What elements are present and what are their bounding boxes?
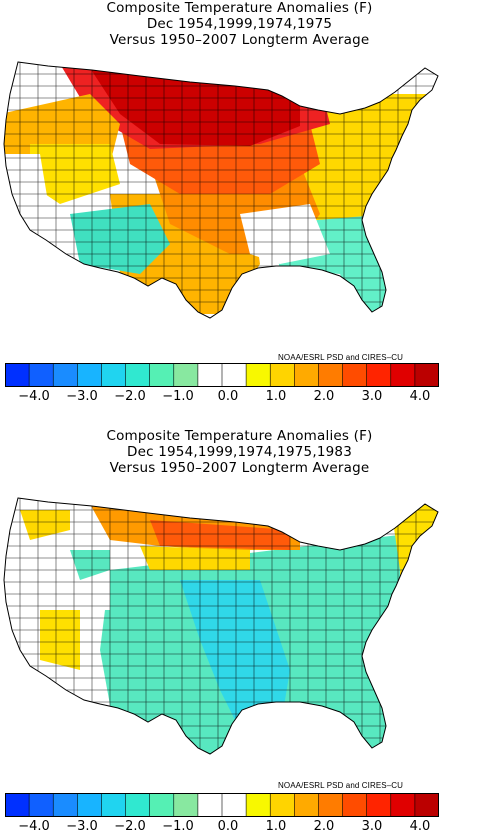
region-great-basin bbox=[40, 610, 80, 670]
colorbar-swatch bbox=[29, 363, 54, 387]
colorbar-swatch bbox=[101, 793, 126, 817]
tick-label: 0.0 bbox=[217, 819, 239, 834]
colorbar-swatch bbox=[390, 793, 416, 817]
region-northwest-yellow bbox=[30, 144, 120, 204]
colorbar-swatch bbox=[366, 363, 392, 387]
colorbar-swatch bbox=[414, 363, 439, 387]
title-line-3: Versus 1950–2007 Longterm Average bbox=[109, 32, 370, 48]
credit-text-1: NOAA/ESRL PSD and CIRES–CU bbox=[278, 353, 404, 362]
anomaly-map-1 bbox=[3, 61, 439, 319]
colorbar-swatch bbox=[342, 363, 367, 387]
tick-label: 4.0 bbox=[409, 389, 431, 404]
colorbar-swatch bbox=[77, 793, 102, 817]
title-line-2: Dec 1954,1999,1974,1975,1983 bbox=[127, 444, 352, 460]
title-line-3: Versus 1950–2007 Longterm Average bbox=[109, 460, 370, 476]
region-southwest bbox=[70, 204, 170, 274]
tick-label: −4.0 bbox=[18, 389, 50, 404]
colorbar-swatch bbox=[246, 363, 271, 387]
region-tennessee-valley bbox=[240, 204, 330, 264]
colorbar-border bbox=[5, 363, 439, 387]
colorbar-swatch bbox=[414, 793, 439, 817]
colorbar-swatch bbox=[149, 793, 175, 817]
title-line-1: Composite Temperature Anomalies (F) bbox=[106, 428, 373, 444]
tick-label: 1.0 bbox=[265, 389, 287, 404]
tick-label: −2.0 bbox=[114, 389, 146, 404]
map-title-2: Composite Temperature Anomalies (F) Dec … bbox=[0, 428, 479, 476]
colorbar-ticks-2: −4.0 −3.0 −2.0 −1.0 0.0 1.0 2.0 3.0 4.0 bbox=[0, 819, 479, 835]
colorbar-swatch bbox=[197, 793, 223, 817]
colorbar-swatches bbox=[5, 363, 439, 387]
tick-label: −3.0 bbox=[66, 389, 98, 404]
credit-text-2: NOAA/ESRL PSD and CIRES–CU bbox=[278, 781, 404, 790]
colorbar-swatch bbox=[246, 793, 271, 817]
tick-label: −1.0 bbox=[162, 819, 194, 834]
colorbar-swatch bbox=[173, 363, 199, 387]
tick-label: 2.0 bbox=[313, 819, 335, 834]
tick-label: 4.0 bbox=[409, 819, 431, 834]
colorbar-swatch bbox=[101, 363, 126, 387]
tick-label: −3.0 bbox=[66, 819, 98, 834]
tick-label: 2.0 bbox=[313, 389, 335, 404]
colorbar-1 bbox=[5, 363, 439, 387]
region-idaho bbox=[70, 550, 110, 580]
colorbar-swatch bbox=[222, 363, 247, 387]
colorbar-ticks-1: −4.0 −3.0 −2.0 −1.0 0.0 1.0 2.0 3.0 4.0 bbox=[0, 389, 479, 405]
region-northwest-coast bbox=[20, 510, 70, 540]
colorbar-swatch bbox=[53, 363, 78, 387]
colorbar-swatch bbox=[197, 363, 223, 387]
colorbar-swatch bbox=[390, 363, 416, 387]
us-outline bbox=[3, 497, 439, 755]
region-mississippi-valley bbox=[180, 580, 290, 730]
tick-label: −1.0 bbox=[162, 389, 194, 404]
colorbar-2 bbox=[5, 793, 439, 817]
colorbar-swatch bbox=[318, 363, 343, 387]
map-panel-2: Composite Temperature Anomalies (F) Dec … bbox=[0, 428, 479, 838]
tick-label: −2.0 bbox=[114, 819, 146, 834]
colorbar-swatch bbox=[342, 793, 367, 817]
region-north-dakota-core bbox=[150, 520, 290, 550]
colorbar-border bbox=[5, 793, 439, 817]
us-outline bbox=[3, 61, 439, 319]
colorbar-swatch bbox=[125, 793, 150, 817]
tick-label: −4.0 bbox=[18, 819, 50, 834]
anomaly-map-2 bbox=[3, 497, 439, 755]
colorbar-swatch bbox=[270, 363, 295, 387]
colorbar-swatch bbox=[294, 793, 319, 817]
colorbar-swatches bbox=[5, 793, 439, 817]
colorbar-swatch bbox=[173, 793, 199, 817]
colorbar-swatch bbox=[5, 793, 30, 817]
tick-label: 3.0 bbox=[361, 819, 383, 834]
region-mid-atlantic bbox=[400, 570, 420, 610]
tick-label: 0.0 bbox=[217, 389, 239, 404]
colorbar-swatch bbox=[5, 363, 30, 387]
map-title-1: Composite Temperature Anomalies (F) Dec … bbox=[0, 0, 479, 48]
title-line-2: Dec 1954,1999,1974,1975 bbox=[146, 16, 333, 32]
tick-label: 3.0 bbox=[361, 389, 383, 404]
map-panel-1: Composite Temperature Anomalies (F) Dec … bbox=[0, 0, 479, 405]
title-line-1: Composite Temperature Anomalies (F) bbox=[106, 0, 373, 16]
colorbar-swatch bbox=[294, 363, 319, 387]
colorbar-swatch bbox=[222, 793, 247, 817]
tick-label: 1.0 bbox=[265, 819, 287, 834]
colorbar-swatch bbox=[29, 793, 54, 817]
colorbar-swatch bbox=[366, 793, 392, 817]
colorbar-swatch bbox=[77, 363, 102, 387]
colorbar-swatch bbox=[270, 793, 295, 817]
colorbar-swatch bbox=[125, 363, 150, 387]
colorbar-swatch bbox=[149, 363, 175, 387]
colorbar-swatch bbox=[318, 793, 343, 817]
colorbar-swatch bbox=[53, 793, 78, 817]
